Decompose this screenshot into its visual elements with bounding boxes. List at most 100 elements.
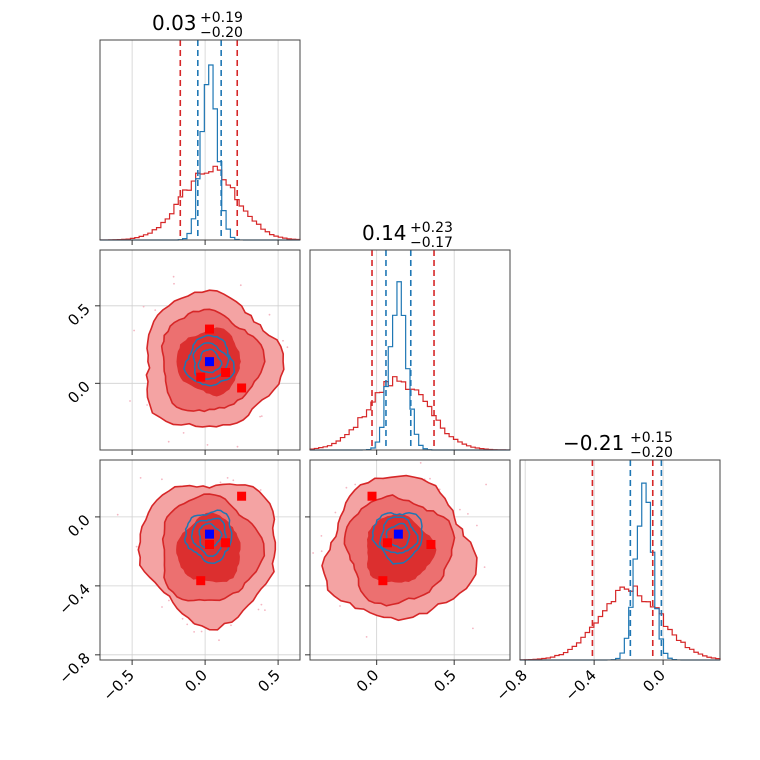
sample-marker — [383, 538, 393, 548]
x-tick-label: −0.5 — [99, 666, 137, 704]
scatter-point — [259, 489, 262, 491]
title-param-2-plus: +0.23 — [410, 220, 453, 236]
scatter-point — [182, 432, 185, 434]
scatter-point — [476, 524, 478, 527]
narrow-contour — [385, 522, 411, 550]
scatter-point — [206, 444, 209, 446]
y-tick-label: −0.8 — [55, 649, 93, 687]
title-param-1-value: 0.03 — [152, 11, 197, 35]
scatter-point — [239, 284, 242, 287]
scatter-point — [467, 513, 469, 515]
truth-marker — [204, 529, 214, 539]
scatter-point — [218, 639, 220, 642]
panel-frame — [99, 249, 301, 451]
narrow-contour — [198, 522, 223, 549]
sample-marker — [378, 576, 388, 586]
x-tick-label: 0.0 — [639, 666, 669, 696]
sample-marker — [221, 367, 231, 377]
frames-layer — [99, 39, 721, 661]
sample-marker — [237, 491, 247, 501]
wide-histogram — [519, 585, 721, 661]
narrow-contour — [190, 517, 227, 557]
scatter-point — [459, 508, 461, 511]
y-tick-label: −0.4 — [55, 580, 93, 618]
scatter-point — [334, 511, 337, 514]
title-param-3-minus: −0.20 — [630, 445, 673, 461]
scatter-point — [339, 605, 341, 607]
scatter-point — [173, 282, 175, 285]
sample-marker — [367, 491, 377, 501]
scatter-point — [345, 486, 348, 489]
x-tick-label: −0.8 — [493, 666, 531, 704]
scatter-point — [154, 309, 157, 311]
sample-marker — [196, 576, 206, 586]
scatter-point — [429, 477, 431, 480]
data-layer — [99, 40, 721, 661]
narrow-contour — [197, 348, 223, 374]
scatter-point — [161, 606, 163, 608]
y-tick-label: 0.5 — [64, 300, 94, 330]
title-param-3-plus: +0.15 — [630, 430, 673, 446]
x-tick-label: −0.4 — [561, 666, 599, 704]
y-tick-label: 0.0 — [64, 377, 94, 407]
panel-frame — [99, 39, 301, 241]
title-param-1-plus: +0.19 — [200, 10, 243, 26]
narrow-contour — [378, 516, 419, 555]
scatter-point — [142, 305, 145, 308]
sample-marker — [204, 539, 214, 549]
scatter-point — [312, 552, 314, 554]
scatter-point — [260, 415, 263, 417]
narrow-histogram — [520, 482, 720, 661]
panel-frame — [519, 459, 721, 661]
sample-marker — [196, 372, 206, 382]
scatter-point — [139, 477, 142, 479]
scatter-point — [219, 481, 222, 484]
title-param-2-value: 0.14 — [362, 221, 407, 245]
scatter-point — [116, 513, 119, 516]
truth-marker — [393, 529, 403, 539]
scatter-point — [129, 400, 131, 402]
scatter-point — [181, 617, 184, 620]
x-tick-label: 0.0 — [181, 666, 211, 696]
scatter-point — [320, 550, 323, 553]
title-param-1-minus: −0.20 — [200, 25, 243, 41]
scatter-point — [193, 631, 196, 633]
scatter-point — [257, 608, 260, 611]
scatter-point — [320, 535, 323, 537]
sample-marker — [221, 538, 231, 548]
scatter-point — [146, 404, 149, 406]
sample-marker — [237, 383, 247, 393]
narrow-contour — [183, 509, 233, 565]
scatter-point — [168, 599, 170, 602]
narrow-histogram — [100, 64, 300, 241]
scatter-point — [282, 339, 284, 342]
y-tick-label: 0.0 — [64, 511, 94, 541]
scatter-point — [419, 462, 422, 464]
panel-frame — [309, 249, 511, 451]
scatter-point — [230, 624, 232, 627]
narrow-contour — [371, 512, 424, 565]
scatter-point — [365, 636, 368, 638]
scatter-point — [483, 566, 486, 568]
scatter-point — [200, 630, 203, 633]
scatter-point — [236, 445, 239, 448]
scatter-point — [472, 627, 474, 630]
narrow-contour — [183, 334, 236, 387]
x-tick-label: 0.5 — [430, 666, 460, 696]
scatter-point — [226, 477, 229, 479]
scatter-point — [259, 415, 261, 418]
scatter-point — [268, 313, 271, 316]
scatter-point — [264, 609, 266, 611]
narrow-contour — [192, 342, 230, 381]
panel-frame — [99, 459, 301, 661]
sample-marker — [204, 324, 214, 334]
truth-marker — [204, 357, 214, 367]
scatter-point — [135, 545, 138, 548]
x-tick-label: 0.5 — [254, 666, 284, 696]
scatter-point — [172, 275, 175, 278]
scatter-point — [186, 623, 189, 626]
scatter-point — [161, 478, 163, 481]
scatter-point — [438, 488, 441, 491]
ticks-layer: −0.5 0.0 0.5 0.0 0.5 −0.8 −0.4 0.0 0.0 0.5 −0.8 −0.… — [55, 240, 669, 705]
